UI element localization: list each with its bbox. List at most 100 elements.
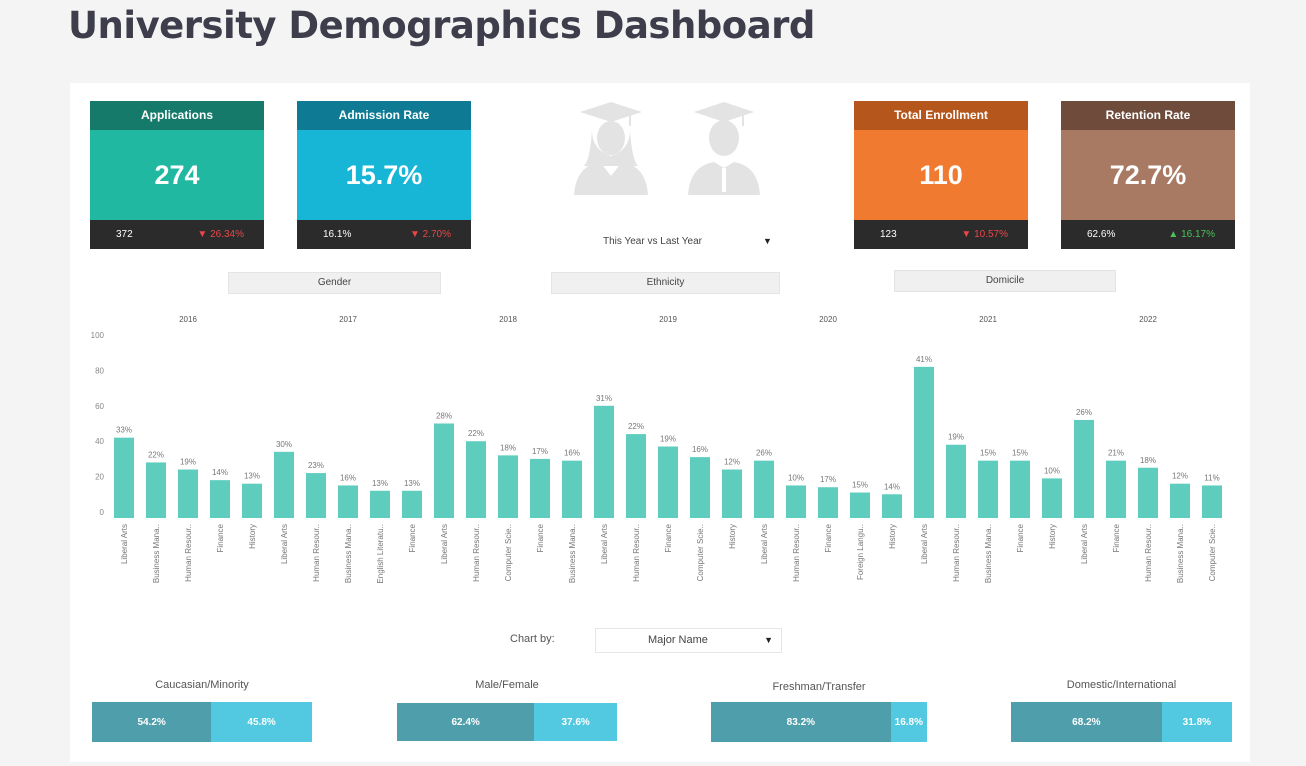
bar-data-label: 23% <box>308 461 324 470</box>
bar <box>1202 485 1222 518</box>
bar-category-label: Human Resour.. <box>1144 524 1153 582</box>
bar-category-label: History <box>248 524 257 549</box>
bar-category-label: Business Mana.. <box>568 524 577 583</box>
kpi-change: ▼ 26.34% <box>197 229 244 240</box>
bar-category-label: Business Mana.. <box>1176 524 1185 583</box>
comparison-dropdown-value: This Year vs Last Year <box>603 236 702 247</box>
bar-category-label: Liberal Arts <box>920 524 929 564</box>
split-title: Caucasian/Minority <box>155 679 249 691</box>
kpi-value: 15.7% <box>297 130 471 220</box>
bar <box>210 480 230 518</box>
bar-category-label: Liberal Arts <box>440 524 449 564</box>
bar-data-label: 11% <box>1204 473 1219 482</box>
major-enrollment-bar-chart: 0 20 40 60 80 100 2016 2017 2018 2019 2020 2021 2022… <box>91 315 1222 584</box>
filter-ethnicity[interactable]: Ethnicity <box>551 272 780 294</box>
bar-data-label: 10% <box>788 473 804 482</box>
split-bar: 54.2% 45.8% <box>92 702 312 742</box>
kpi-previous: 372 <box>116 229 133 240</box>
bar-data-label: 26% <box>756 449 772 458</box>
bar-data-label: 12% <box>1172 472 1188 481</box>
kpi-previous: 123 <box>880 229 897 240</box>
bar <box>1042 478 1062 518</box>
y-tick-label: 100 <box>91 331 105 340</box>
kpi-value: 274 <box>90 130 264 220</box>
bar-data-label: 15% <box>980 449 996 458</box>
bar-category-label: Finance <box>664 523 673 552</box>
bar-category-label: History <box>888 524 897 549</box>
split-segment-b: 16.8% <box>890 702 927 742</box>
y-tick-label: 40 <box>95 437 104 446</box>
page-title: University Demographics Dashboard <box>68 4 815 47</box>
bar-data-label: 13% <box>244 472 260 481</box>
bar-category-label: History <box>1048 524 1057 549</box>
bar <box>946 444 966 518</box>
comparison-dropdown[interactable]: This Year vs Last Year ▼ <box>603 236 772 247</box>
kpi-previous: 16.1% <box>323 229 352 240</box>
y-tick-label: 20 <box>95 473 104 482</box>
bar-data-label: 22% <box>628 422 644 431</box>
bar-category-label: Liberal Arts <box>600 524 609 564</box>
chevron-down-icon: ▼ <box>764 635 773 645</box>
kpi-total-enrollment: Total Enrollment 110 123 ▼ 10.57% <box>854 101 1028 249</box>
kpi-retention-rate: Retention Rate 72.7% 62.6% ▲ 16.17% <box>1061 101 1235 249</box>
bar-category-label: Business Mana.. <box>152 524 161 583</box>
bar-category-label: Business Mana.. <box>984 524 993 583</box>
bar-category-label: Liberal Arts <box>760 524 769 564</box>
bar-category-label: Human Resour.. <box>632 524 641 582</box>
bar-data-label: 13% <box>404 479 420 488</box>
bar-data-label: 33% <box>116 426 132 435</box>
bar <box>658 446 678 518</box>
split-segment-a: 54.2% <box>92 702 212 742</box>
bar-data-label: 16% <box>564 449 580 458</box>
kpi-label: Total Enrollment <box>854 101 1028 130</box>
chart-by-select[interactable]: Major Name ▼ <box>595 628 782 653</box>
bar-category-label: Finance <box>1112 523 1121 552</box>
kpi-value: 72.7% <box>1061 130 1235 220</box>
chart-by-label: Chart by: <box>510 633 555 645</box>
bar-data-label: 16% <box>692 445 708 454</box>
bar <box>498 455 518 518</box>
year-label: 2019 <box>659 315 677 324</box>
bar-data-label: 17% <box>532 447 548 456</box>
bar <box>402 490 422 518</box>
y-tick-label: 80 <box>95 366 104 375</box>
bar <box>530 458 550 518</box>
split-bar: 62.4% 37.6% <box>397 703 617 741</box>
bar-data-label: 19% <box>660 435 676 444</box>
bar-data-label: 22% <box>468 429 484 438</box>
split-title: Freshman/Transfer <box>772 681 866 693</box>
bar-category-label: Finance <box>408 523 417 552</box>
bar-category-label: Computer Scie.. <box>696 524 705 581</box>
bar-data-label: 28% <box>436 412 452 421</box>
bar-category-label: Liberal Arts <box>120 524 129 564</box>
bar-category-label: History <box>728 524 737 549</box>
chevron-down-icon: ▼ <box>763 236 772 246</box>
bar-data-label: 18% <box>500 443 516 452</box>
bar-data-label: 19% <box>180 458 196 467</box>
bar-category-label: Liberal Arts <box>280 524 289 564</box>
bar-category-label: Human Resour.. <box>184 524 193 582</box>
bar-category-label: Liberal Arts <box>1080 524 1089 564</box>
bar-data-label: 17% <box>820 475 836 484</box>
year-label: 2021 <box>979 315 997 324</box>
bar-category-label: Finance <box>1016 523 1025 552</box>
bar-category-label: English Literatu.. <box>376 524 385 584</box>
bar <box>1138 467 1158 518</box>
bar-data-label: 21% <box>1108 449 1124 458</box>
bar <box>754 460 774 518</box>
bar <box>914 366 934 518</box>
bar <box>1170 483 1190 518</box>
bar <box>114 437 134 518</box>
filter-domicile[interactable]: Domicile <box>894 270 1116 292</box>
bar-category-label: Computer Scie.. <box>1208 524 1217 581</box>
split-title: Domestic/International <box>1066 679 1177 691</box>
chart-by-value: Major Name <box>648 634 708 646</box>
bar-data-label: 31% <box>596 394 612 403</box>
filter-gender[interactable]: Gender <box>228 272 441 294</box>
split-title: Male/Female <box>475 679 539 691</box>
bar-category-label: Human Resour.. <box>792 524 801 582</box>
kpi-label: Admission Rate <box>297 101 471 130</box>
bar-data-label: 15% <box>852 481 868 490</box>
bar-category-label: Finance <box>536 523 545 552</box>
kpi-admission-rate: Admission Rate 15.7% 16.1% ▼ 2.70% <box>297 101 471 249</box>
